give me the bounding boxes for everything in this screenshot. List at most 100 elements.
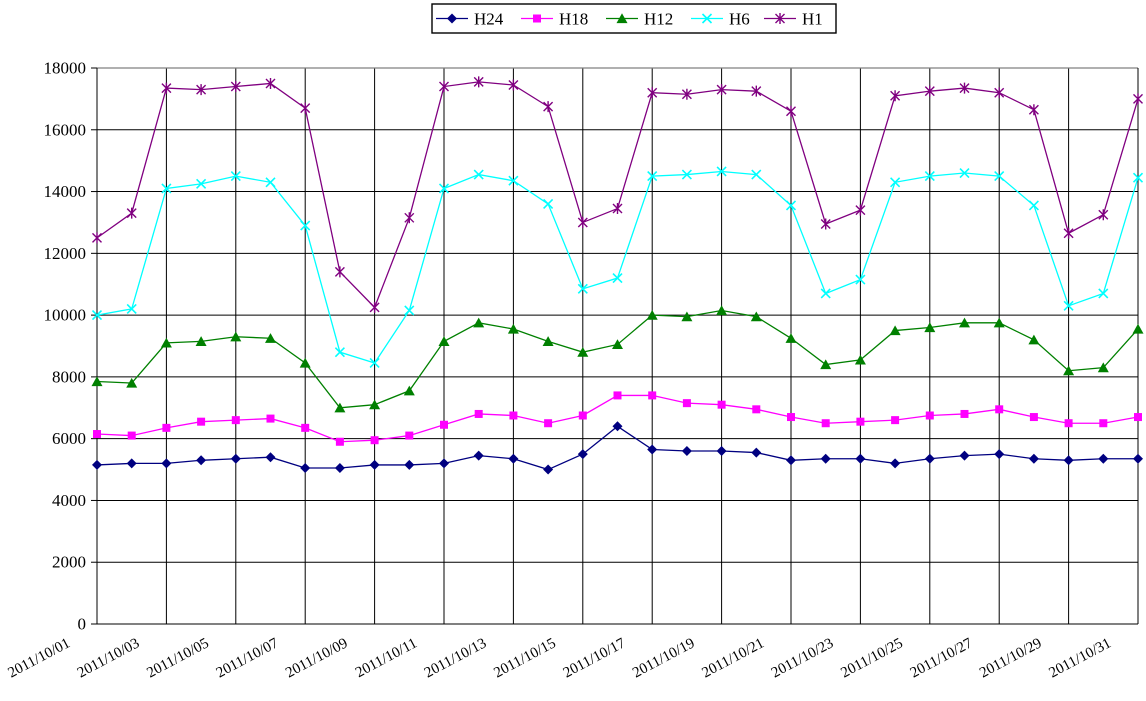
series-H18-marker — [960, 409, 969, 418]
series-H24-marker — [265, 452, 276, 463]
series-H24-marker — [924, 453, 935, 464]
series-H12-marker — [924, 322, 936, 333]
series-H18-marker — [335, 437, 344, 446]
y-axis-tick-label: 6000 — [52, 429, 86, 448]
series-H12-marker — [959, 317, 970, 328]
series-H6-marker — [820, 288, 831, 299]
series-H1-marker — [92, 232, 102, 244]
series-H6-marker — [161, 183, 172, 194]
series-H18-marker — [613, 391, 622, 400]
legend-label: H18 — [559, 10, 588, 29]
y-axis-tick-label: 18000 — [44, 59, 87, 78]
series-H12-marker — [265, 333, 276, 343]
series-H6-marker — [924, 171, 935, 182]
series-H6-marker — [994, 171, 1005, 182]
y-axis-tick-label: 10000 — [44, 306, 87, 325]
series-H6-marker — [91, 310, 103, 321]
series-H24-marker — [161, 458, 172, 469]
series-H1-marker — [334, 266, 345, 278]
series-H1-marker — [959, 82, 970, 94]
series-H1-marker — [404, 212, 415, 224]
series-H12-marker — [473, 317, 485, 328]
legend-x-icon — [701, 13, 713, 24]
series-H12-marker — [854, 354, 866, 365]
series-H24-marker — [1133, 453, 1143, 464]
legend-square-icon — [533, 14, 541, 23]
series-H24-marker — [1028, 453, 1039, 464]
series-H6-marker — [612, 272, 623, 284]
series-H12-marker — [91, 376, 103, 387]
series-H24-marker — [1098, 453, 1109, 464]
series-H1-marker — [473, 76, 484, 88]
series-H18-marker — [474, 409, 483, 418]
series-H24-marker — [196, 455, 207, 466]
series-H1-marker — [543, 101, 554, 113]
series-H18-marker — [197, 417, 206, 426]
series-H6-marker — [543, 198, 554, 209]
series-H12-marker — [369, 399, 381, 410]
series-H1-marker — [647, 87, 658, 99]
legend: H24 H18 H12 H6 H1 — [431, 3, 837, 34]
series-H6-marker — [438, 183, 450, 194]
series-H24-marker — [959, 450, 970, 461]
series-H24-marker — [473, 450, 484, 461]
series-H18-marker — [266, 414, 275, 423]
series-H12-marker — [1132, 323, 1144, 334]
series-H6-marker — [1063, 300, 1074, 311]
series-H12-marker — [195, 336, 207, 346]
series-H24-marker — [612, 421, 623, 432]
series-H6-marker — [1098, 288, 1109, 299]
series-H6-marker — [855, 274, 866, 285]
series-H18-marker — [925, 411, 934, 420]
legend-label: H24 — [474, 10, 504, 29]
series-H24-marker — [439, 458, 449, 469]
series-H1-marker — [716, 84, 727, 96]
legend-label: H1 — [802, 10, 823, 29]
series-H12-marker — [820, 359, 832, 370]
series-H6-marker — [300, 220, 311, 231]
y-axis-tick-label: 2000 — [52, 553, 86, 572]
series-H18-marker — [405, 431, 414, 440]
series-H12-marker — [160, 337, 172, 348]
series-H1 — [92, 76, 1143, 313]
series-H1-marker — [612, 203, 623, 215]
y-axis-tick-label: 8000 — [52, 367, 86, 386]
series-H12-marker — [126, 377, 138, 388]
series-H18-marker — [301, 423, 310, 432]
legend-item-H24: H24 — [436, 10, 504, 29]
series-H1-marker — [265, 77, 276, 89]
series-H12-marker — [1097, 362, 1109, 373]
series-H18-marker — [370, 436, 379, 445]
legend-triangle-icon — [616, 13, 628, 24]
series-H1-marker — [681, 88, 692, 100]
series-H24-marker — [1063, 455, 1074, 466]
series-H1-marker — [820, 218, 831, 230]
series-H1-marker — [126, 207, 137, 219]
series-H6-marker — [265, 177, 276, 188]
series-H1-marker — [196, 84, 207, 96]
series-H6-marker — [126, 303, 137, 314]
series-H12-marker — [681, 311, 693, 322]
series-H18-marker — [1064, 419, 1073, 428]
series-H12-marker — [438, 336, 450, 346]
series-H24-marker — [786, 455, 796, 466]
series-H6-marker — [473, 169, 484, 180]
series-H12-marker — [646, 309, 658, 320]
series-H24-marker — [404, 459, 415, 470]
series-H12-marker — [750, 311, 762, 322]
series-H1-marker — [994, 87, 1005, 99]
series-H6-marker — [647, 171, 658, 182]
series-H12-marker — [403, 385, 415, 396]
y-axis-tick-label: 12000 — [44, 244, 87, 263]
legend-item-H18: H18 — [521, 10, 588, 29]
series-H1-marker — [786, 105, 796, 117]
series-H18-marker — [682, 399, 691, 408]
series-H12-marker — [230, 331, 242, 342]
series-H18-marker — [509, 411, 518, 420]
series-H6-marker — [785, 200, 797, 211]
series-H6-marker — [1132, 172, 1144, 183]
series-H12-marker — [542, 336, 554, 346]
series-H18-marker — [752, 405, 761, 414]
series-H12-marker — [1063, 365, 1075, 376]
